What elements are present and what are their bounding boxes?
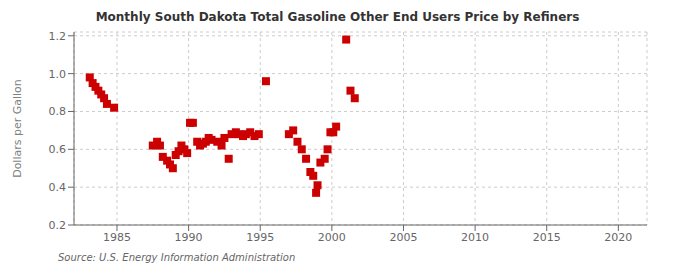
svg-text:0.2: 0.2 bbox=[49, 219, 67, 232]
svg-text:0.4: 0.4 bbox=[49, 181, 67, 194]
svg-text:1990: 1990 bbox=[175, 231, 203, 244]
svg-text:0.8: 0.8 bbox=[49, 105, 67, 118]
html-text:Monthly South Dakota Total Gas: Monthly South Dakota Total Gasoline Othe… bbox=[95, 10, 580, 24]
html-text:Source: U.S. Energy Informatio: Source: U.S. Energy Information Administ… bbox=[58, 252, 296, 263]
svg-text:1985: 1985 bbox=[103, 231, 131, 244]
svg-text:1995: 1995 bbox=[246, 231, 274, 244]
svg-text:2005: 2005 bbox=[389, 231, 417, 244]
svg-text:2015: 2015 bbox=[533, 231, 561, 244]
svg-text:2010: 2010 bbox=[461, 231, 489, 244]
svg-text:1.0: 1.0 bbox=[49, 68, 67, 81]
svg-text:1.2: 1.2 bbox=[49, 30, 67, 43]
svg-text:Dollars per Gallon: Dollars per Gallon bbox=[11, 79, 24, 178]
svg-text:2020: 2020 bbox=[604, 231, 632, 244]
svg-text:2000: 2000 bbox=[318, 231, 346, 244]
svg-text:0.6: 0.6 bbox=[49, 143, 67, 156]
